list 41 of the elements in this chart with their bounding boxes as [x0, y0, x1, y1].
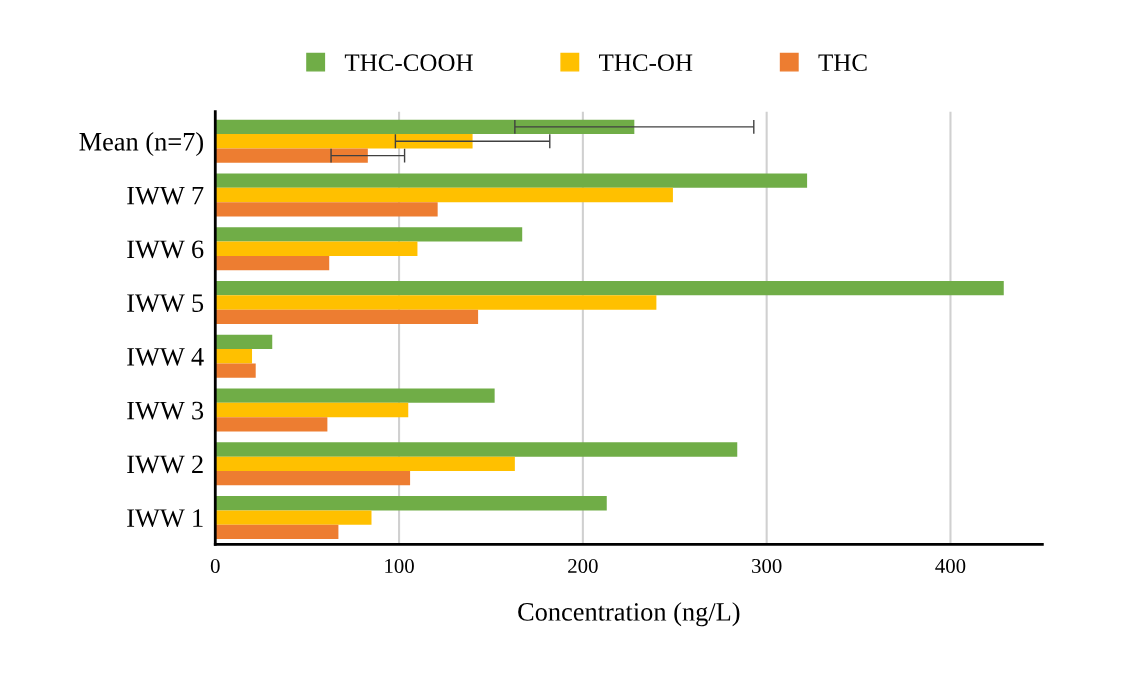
- bar: [215, 363, 256, 378]
- y-tick-label: Mean (n=7): [79, 132, 203, 157]
- x-tick-label: 400: [935, 558, 966, 573]
- bar: [215, 119, 635, 135]
- bar: [215, 148, 368, 163]
- x-tick-label: 200: [568, 558, 598, 573]
- bar: [215, 187, 673, 203]
- bar: [215, 388, 495, 403]
- bar: [215, 295, 657, 310]
- bar: [215, 456, 515, 471]
- bar: [215, 255, 330, 271]
- bar: [215, 442, 738, 457]
- bar: [215, 309, 479, 325]
- x-tick-label: 100: [385, 558, 414, 573]
- legend-label: THC-COOH: [344, 54, 473, 72]
- bar: [215, 173, 808, 188]
- bar: [215, 227, 523, 242]
- bar: [215, 524, 339, 540]
- x-tick-label: 300: [752, 558, 782, 573]
- bar: [215, 281, 1004, 296]
- bar: [215, 402, 409, 418]
- bar: [215, 510, 372, 525]
- bar: [215, 241, 418, 256]
- legend-label: THC-OH: [599, 54, 693, 72]
- bar: [215, 417, 328, 432]
- y-tick-label: IWW 2: [127, 455, 203, 474]
- x-tick-label: 0: [210, 558, 220, 573]
- y-tick-label: IWW 6: [127, 240, 204, 259]
- y-tick-label: IWW 4: [127, 348, 204, 366]
- y-tick-label: IWW 1: [127, 509, 203, 528]
- bar: [215, 470, 411, 486]
- y-tick-label: IWW 5: [127, 294, 204, 313]
- bar: [215, 334, 273, 350]
- x-axis-title: Concentration (ng/L): [518, 602, 740, 627]
- bar: [215, 134, 473, 149]
- legend-label: THC: [818, 54, 867, 72]
- bar: [215, 202, 438, 217]
- y-tick-label: IWW 3: [127, 401, 204, 420]
- bar: [215, 496, 607, 511]
- bar: [215, 349, 253, 364]
- y-tick-label: IWW 7: [127, 186, 204, 205]
